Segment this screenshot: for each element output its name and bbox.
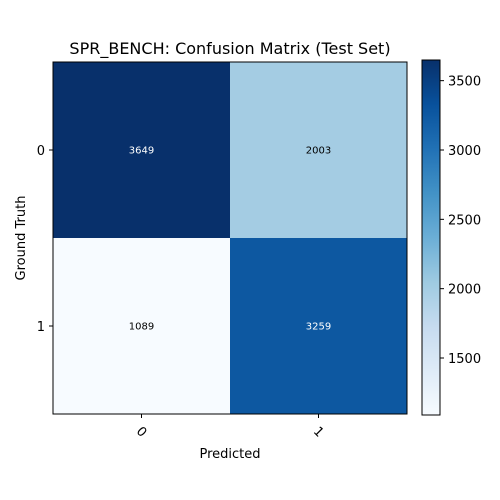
x-axis-label: Predicted — [199, 447, 260, 462]
x-tick-label-0: 0 — [133, 424, 149, 440]
heatmap-cell-1-1 — [230, 238, 407, 414]
colorbar-tick-label-1: 2000 — [448, 283, 481, 298]
y-tick-label-1: 1 — [37, 320, 45, 335]
cell-value-label-1-0: 1089 — [129, 322, 154, 333]
heatmap-cell-0-1 — [230, 62, 407, 238]
chart-title: SPR_BENCH: Confusion Matrix (Test Set) — [69, 39, 390, 59]
y-axis-ticks: 01 — [37, 144, 53, 335]
plot-frame — [52, 61, 408, 415]
heatmap-cell-0-0 — [53, 62, 230, 238]
colorbar-tick-label-4: 3500 — [448, 75, 481, 90]
colorbar-tick-label-0: 1500 — [448, 352, 481, 367]
y-axis-label: Ground Truth — [14, 196, 29, 281]
colorbar-tick-label-2: 2500 — [448, 213, 481, 228]
colorbar-ticks: 1500 2000 2500 3000 3500 — [440, 75, 481, 367]
colorbar-tick-label-3: 3000 — [448, 144, 481, 159]
heatmap-cells: 3649 2003 1089 3259 — [53, 62, 407, 414]
y-tick-label-0: 0 — [37, 144, 45, 159]
x-tick-label-1: 1 — [310, 424, 326, 440]
cell-value-label-0-0: 3649 — [129, 146, 154, 157]
colorbar — [421, 59, 441, 416]
heatmap-cell-1-0 — [53, 238, 230, 414]
cell-value-label-0-1: 2003 — [306, 146, 331, 157]
cell-value-label-1-1: 3259 — [306, 322, 331, 333]
